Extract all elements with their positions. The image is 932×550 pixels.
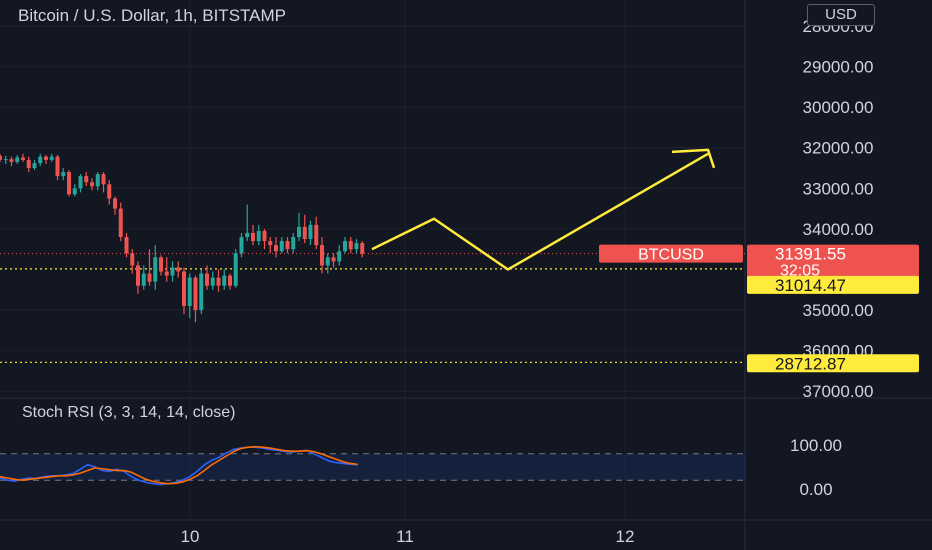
symbol-tag-label: BTCUSD (638, 247, 704, 264)
candle-body (3, 159, 8, 161)
candle-body (44, 156, 48, 160)
candle-body (0, 155, 2, 160)
candle-body (314, 224, 319, 246)
candle-body (95, 174, 100, 187)
candle-body (21, 157, 25, 160)
candle-body (297, 226, 301, 238)
candle-body (279, 241, 284, 252)
candle-body (245, 232, 250, 238)
candle-body (354, 243, 359, 250)
candle-body (348, 241, 353, 250)
price-scale-label: 29000.00 (803, 58, 874, 77)
candle-body (268, 241, 273, 246)
candle-body (216, 277, 221, 286)
candle-body (302, 226, 307, 240)
candle-body (49, 156, 54, 160)
time-scale-label: 12 (616, 527, 635, 546)
candle-body (147, 273, 152, 282)
candle-body (187, 277, 192, 307)
candle-body (26, 159, 31, 169)
candle-body (193, 277, 198, 311)
candle-body (164, 271, 169, 276)
candle-body (205, 273, 209, 286)
candle-body (256, 230, 261, 242)
candle-body (130, 253, 135, 266)
price-scale-label: 37000.00 (803, 382, 874, 401)
candle-body (199, 273, 204, 311)
last-price-tag (747, 244, 919, 279)
candle-body (182, 271, 186, 307)
candle-body (15, 157, 20, 162)
candle-body (308, 224, 313, 240)
level-price-value: 28712.87 (775, 354, 846, 373)
candle-body (331, 257, 336, 262)
candle-body (141, 273, 146, 286)
time-scale-label: 10 (181, 527, 200, 546)
candle-body (285, 241, 290, 250)
projection-path (371, 152, 709, 271)
candle-body (38, 156, 43, 164)
level-price-value: 31014.47 (775, 276, 846, 295)
candle-body (101, 174, 106, 185)
candle-body (61, 172, 66, 177)
candle-body (78, 176, 83, 189)
candle-body (107, 184, 112, 199)
candle-body (274, 245, 278, 252)
price-scale-label: 33000.00 (803, 179, 874, 198)
currency-button[interactable]: USD (807, 4, 875, 26)
symbol-tag (599, 244, 743, 263)
time-scale-label: 11 (396, 527, 414, 546)
price-scale-label: 32000.00 (803, 139, 874, 158)
bar-countdown: 32:05 (780, 263, 820, 280)
candle-body (55, 156, 60, 177)
candle-body (239, 237, 244, 254)
candle-body (233, 253, 238, 286)
candle-body (9, 159, 14, 162)
candle-body (210, 277, 215, 286)
price-scale-label: 34000.00 (803, 220, 874, 239)
level-price-tag (747, 354, 919, 373)
price-scale-label: 35000.00 (803, 301, 874, 320)
candle-body (291, 237, 296, 250)
candle-body (222, 275, 227, 286)
stoch-scale-label: 0.00 (799, 480, 832, 499)
price-scale-label: 30000.00 (803, 98, 874, 117)
candle-body (325, 257, 330, 266)
candle-body (32, 163, 37, 169)
candle-body (262, 230, 267, 242)
candle-body (320, 245, 324, 266)
candle-body (251, 232, 255, 242)
projection-arrowhead (671, 148, 716, 169)
candle-body (360, 243, 365, 254)
indicator-title: Stoch RSI (3, 3, 14, 14, close) (22, 404, 236, 421)
candle-body (124, 237, 129, 254)
stoch-band-fill (0, 453, 745, 481)
stoch-d-line (0, 445, 358, 485)
candle-body (113, 198, 117, 209)
candle-body (159, 257, 163, 272)
candle-body (170, 267, 175, 276)
level-price-tag (747, 275, 919, 294)
candle-body (67, 172, 71, 195)
candle-body (84, 176, 89, 183)
candle-body (337, 251, 342, 262)
candle-body (72, 188, 77, 195)
candle-body (228, 275, 232, 286)
stoch-scale-label: 100.00 (790, 436, 842, 455)
candle-body (153, 257, 158, 282)
candle-body (343, 241, 347, 252)
last-price-value: 31391.55 (775, 245, 846, 264)
chart-title: Bitcoin / U.S. Dollar, 1h, BITSTAMP (18, 6, 286, 25)
candle-body (118, 208, 123, 238)
candle-body (90, 182, 94, 187)
candle-body (136, 265, 140, 286)
candle-body (176, 267, 181, 272)
